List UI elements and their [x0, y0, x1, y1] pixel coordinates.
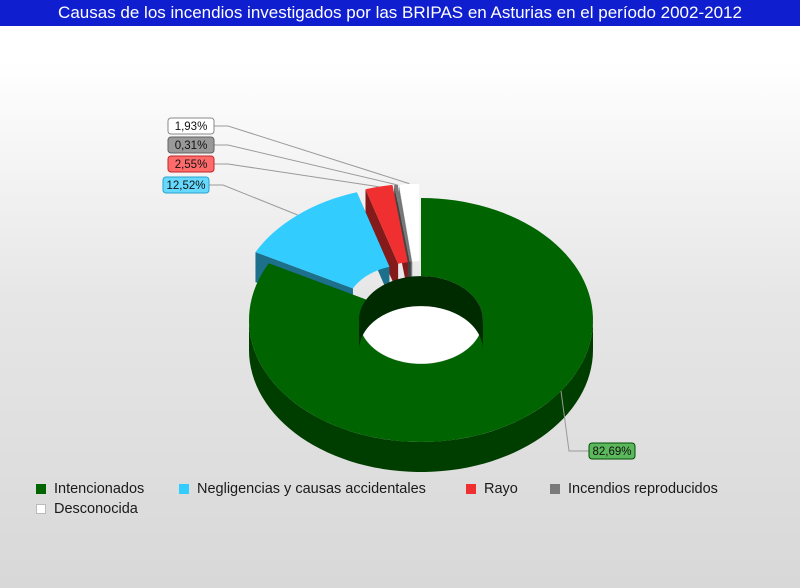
legend-item-rayo[interactable]: Rayo	[466, 481, 518, 497]
data-label-box	[588, 442, 636, 460]
chart-title: Causas de los incendios investigados por…	[0, 0, 800, 26]
slice-side-wall	[249, 320, 593, 472]
legend-label: Incendios reproducidos	[568, 481, 718, 497]
legend-swatch	[550, 484, 560, 494]
data-label-box	[167, 136, 215, 154]
legend-item-desconocida[interactable]: Desconocida	[36, 501, 138, 517]
slice-top-face	[249, 198, 593, 442]
data-label-desconocida: 1,93%	[167, 117, 410, 185]
data-label-box	[167, 155, 215, 173]
data-label-box	[167, 117, 215, 135]
legend-label: Negligencias y causas accidentales	[197, 481, 426, 497]
legend-label: Intencionados	[54, 481, 145, 497]
slice-top-face	[365, 184, 408, 264]
legend-label: Rayo	[484, 481, 518, 497]
legend-swatch	[36, 504, 46, 514]
legend-swatch	[466, 484, 476, 494]
data-label-box	[162, 176, 210, 194]
data-label-negligencias: 12,52%	[162, 176, 298, 216]
data-label-rayo: 2,55%	[167, 155, 379, 188]
data-label-text: 12,52%	[166, 180, 205, 192]
data-label-text: 1,93%	[175, 121, 208, 133]
doughnut-hole-wall	[359, 276, 483, 350]
legend-item-negligencias[interactable]: Negligencias y causas accidentales	[179, 481, 426, 497]
data-label-text: 0,31%	[175, 140, 208, 152]
leader-line	[209, 184, 298, 216]
leader-line	[214, 144, 396, 185]
legend-swatch	[36, 484, 46, 494]
slice-cut-face	[365, 189, 399, 294]
legend-swatch	[179, 484, 189, 494]
data-label-reproducidos: 0,31%	[167, 136, 396, 185]
slice-top-face	[394, 184, 411, 262]
leader-line	[214, 125, 410, 185]
leader-line	[214, 163, 379, 188]
legend-label: Desconocida	[54, 501, 138, 517]
legend-item-reproducidos[interactable]: Incendios reproducidos	[550, 481, 718, 497]
slice-top-face	[255, 192, 390, 289]
legend-item-intencionados[interactable]: Intencionados	[36, 481, 144, 497]
pie-slice-rayo[interactable]	[365, 184, 408, 294]
data-label-intencionados: 82,69%	[560, 390, 636, 460]
data-label-text: 2,55%	[175, 159, 208, 171]
data-label-text: 82,69%	[592, 446, 631, 458]
leader-line	[560, 390, 589, 452]
